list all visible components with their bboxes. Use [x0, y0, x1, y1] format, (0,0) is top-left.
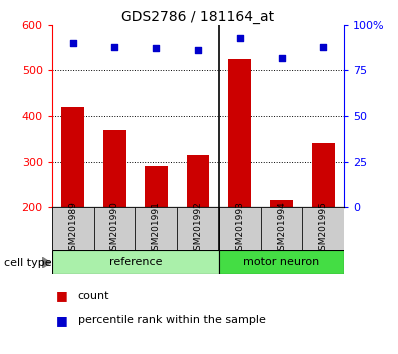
Text: cell type: cell type [4, 258, 52, 268]
Title: GDS2786 / 181164_at: GDS2786 / 181164_at [121, 10, 275, 24]
Bar [219, 250, 344, 274]
Bar [145, 166, 168, 298]
Bar [52, 207, 94, 250]
Bar [261, 207, 302, 250]
Bar [312, 143, 335, 298]
Bar [135, 207, 177, 250]
Bar [52, 250, 219, 274]
Text: ■: ■ [56, 314, 68, 327]
Point [195, 47, 201, 53]
Text: GSM201991: GSM201991 [152, 201, 161, 256]
Text: GSM201995: GSM201995 [319, 201, 328, 256]
Text: count: count [78, 291, 109, 301]
Text: GSM201993: GSM201993 [235, 201, 244, 256]
Polygon shape [42, 257, 51, 268]
Bar [270, 200, 293, 298]
Text: motor neuron: motor neuron [244, 257, 320, 267]
Point [111, 44, 118, 50]
Text: GSM201990: GSM201990 [110, 201, 119, 256]
Bar [61, 107, 84, 298]
Text: GSM201994: GSM201994 [277, 201, 286, 256]
Bar [219, 207, 261, 250]
Point [320, 44, 326, 50]
Point [236, 35, 243, 40]
Point [278, 55, 285, 61]
Text: GSM201992: GSM201992 [193, 201, 203, 256]
Point [69, 40, 76, 46]
Text: GSM201989: GSM201989 [68, 201, 77, 256]
Text: ■: ■ [56, 289, 68, 302]
Text: reference: reference [109, 257, 162, 267]
Bar [94, 207, 135, 250]
Bar [177, 207, 219, 250]
Bar [302, 207, 344, 250]
Point [153, 46, 159, 51]
Bar [103, 130, 126, 298]
Bar [228, 59, 251, 298]
Bar [187, 155, 209, 298]
Text: percentile rank within the sample: percentile rank within the sample [78, 315, 265, 325]
